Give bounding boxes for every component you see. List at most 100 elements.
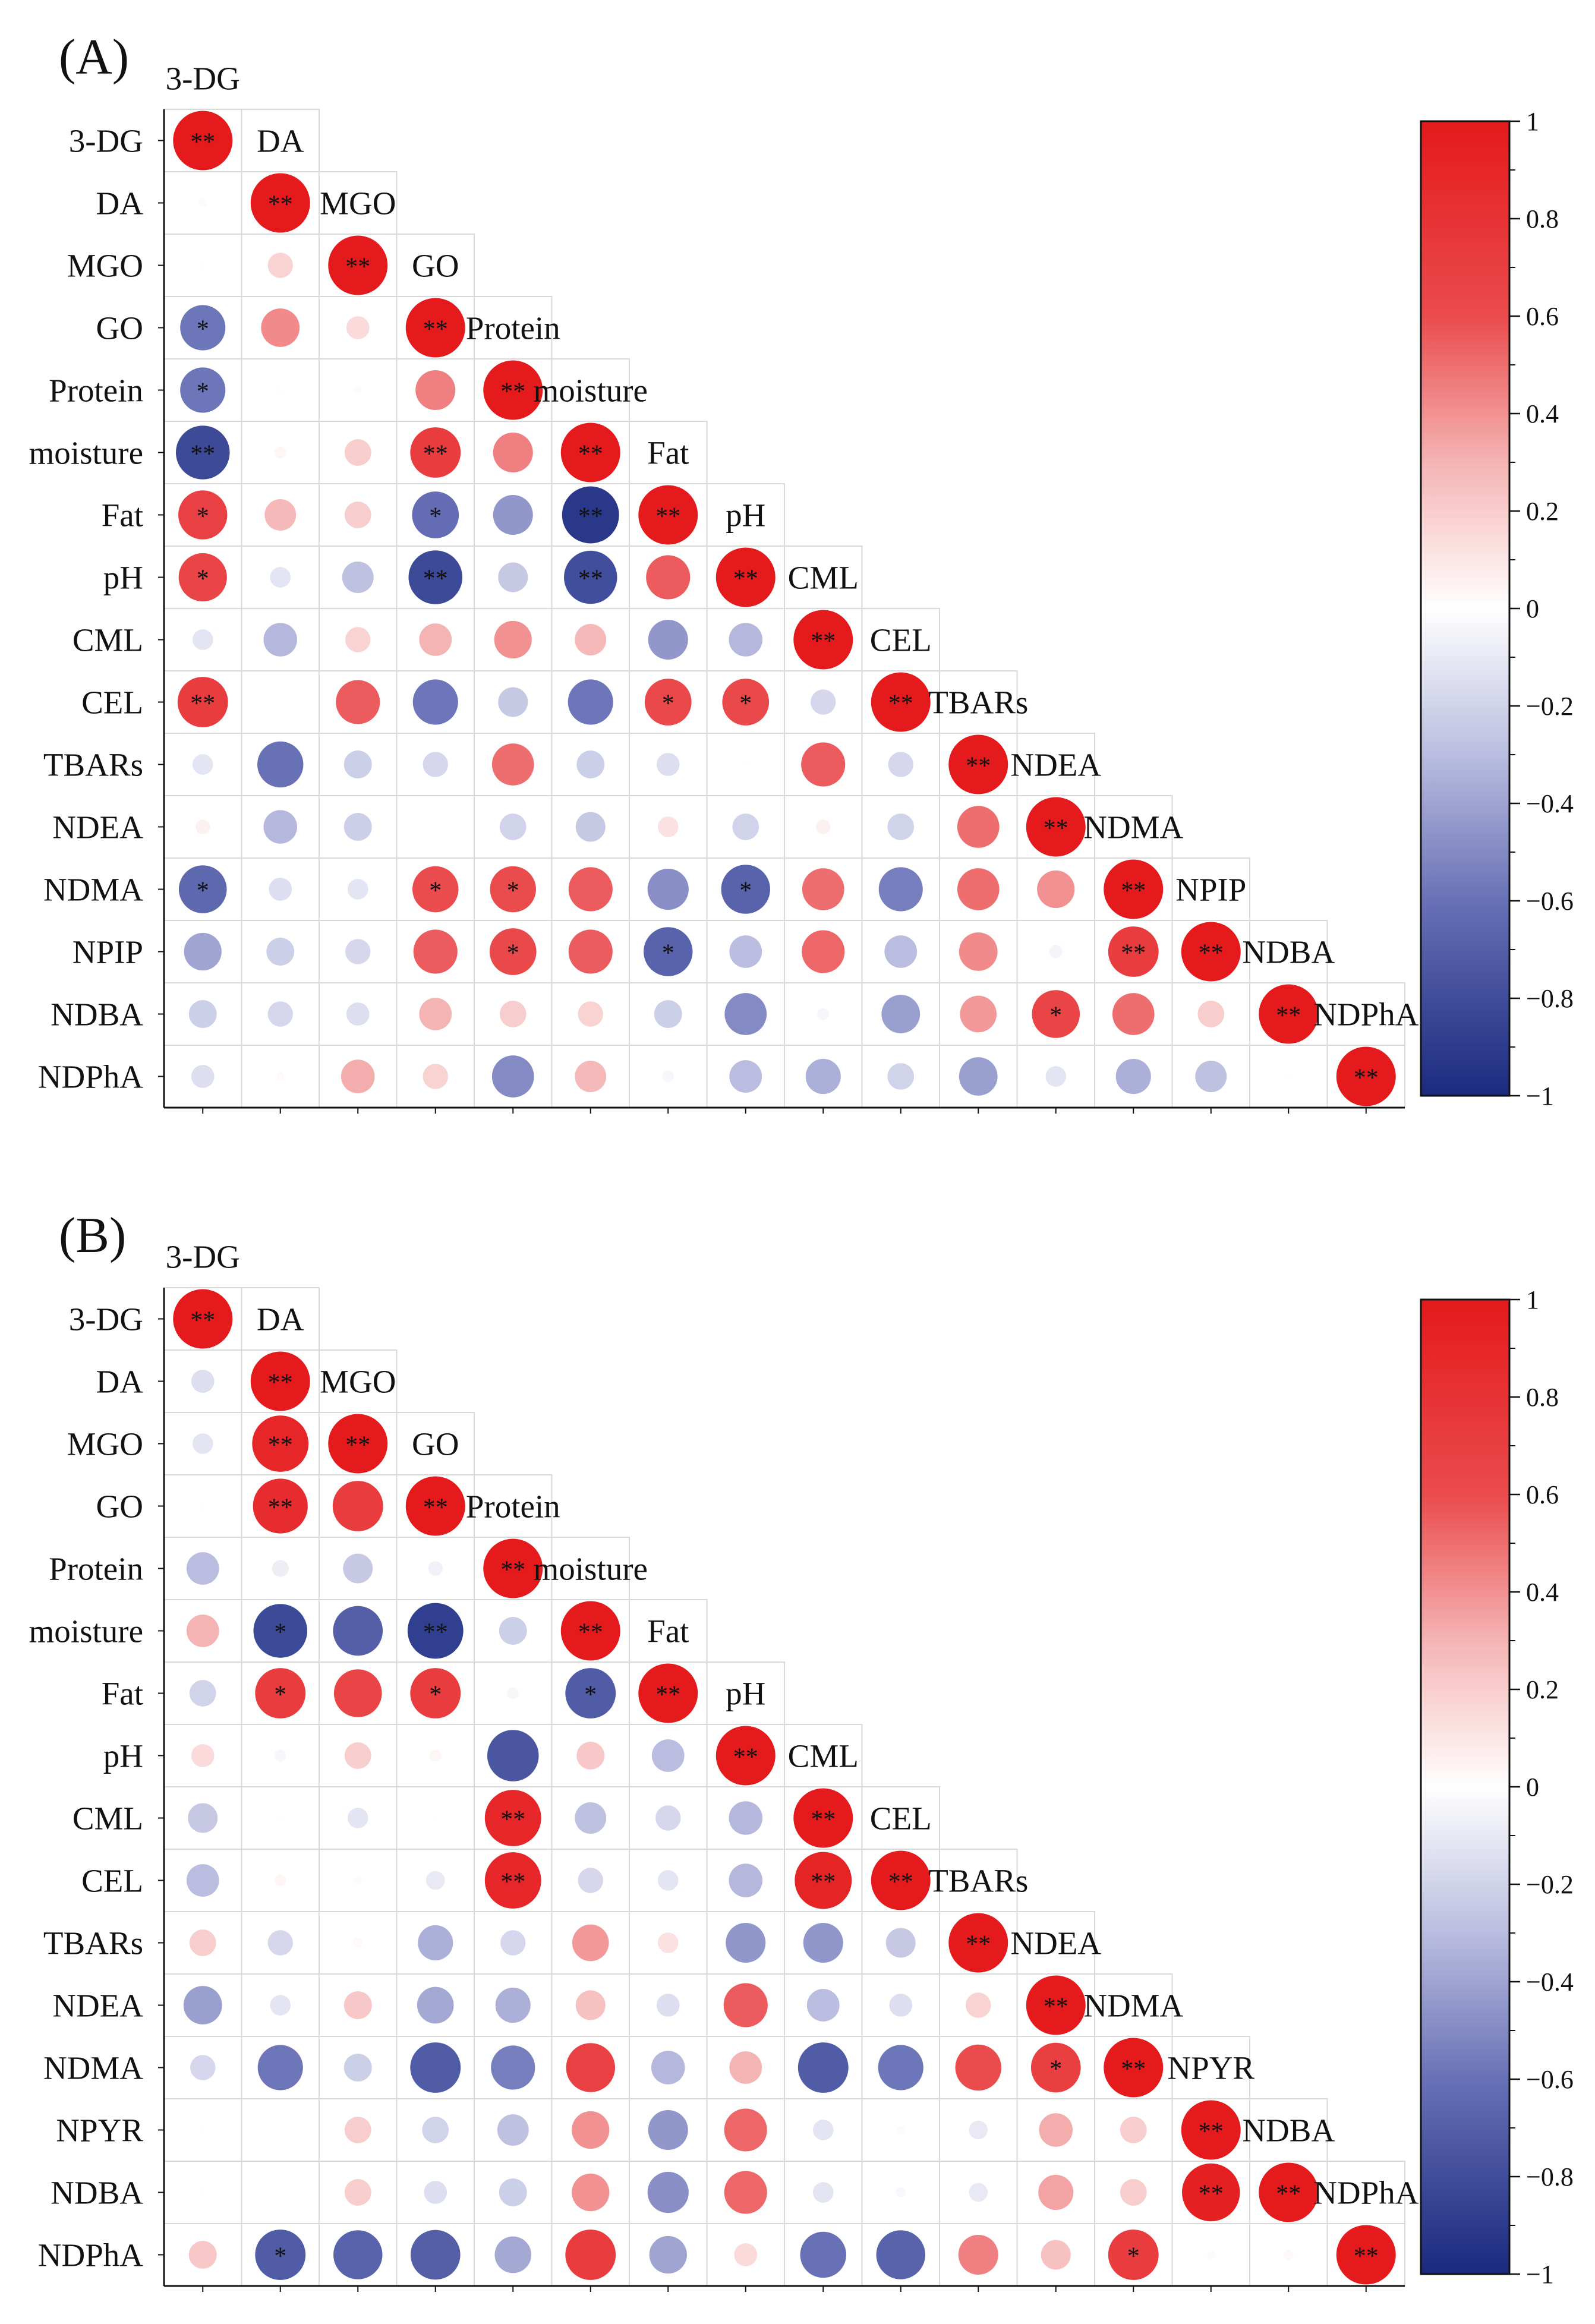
correlation-circle <box>412 491 459 538</box>
correlation-circle <box>644 927 693 976</box>
significance-label: * <box>429 878 442 905</box>
correlation-circle <box>1120 2117 1147 2143</box>
correlation-circle <box>1030 2042 1081 2093</box>
correlation-circle <box>252 1415 309 1472</box>
correlation-circle <box>729 1863 763 1897</box>
column-label: CML <box>788 560 859 596</box>
column-label: NPYR <box>1167 2050 1254 2086</box>
correlation-circle <box>565 2230 616 2280</box>
correlation-circle <box>418 1925 453 1961</box>
correlation-circle <box>888 752 913 777</box>
correlation-circle <box>191 1065 215 1088</box>
panel-label: (A) <box>59 29 129 85</box>
correlation-circle <box>483 1538 543 1598</box>
correlation-circle <box>1049 945 1063 958</box>
correlation-circle <box>654 1000 682 1028</box>
significance-label: ** <box>966 1931 991 1959</box>
correlation-circle <box>802 930 845 973</box>
significance-label: ** <box>190 1307 215 1335</box>
correlation-circle <box>333 2230 383 2279</box>
correlation-circle <box>1037 870 1075 909</box>
correlation-circle <box>410 1668 461 1718</box>
correlation-circle <box>742 761 749 768</box>
correlation-circle <box>657 1932 679 1953</box>
colorbar: 1 0.8 0.6 0.4 0.2 0 −0.2 −0.4 −0.6 −0.8 −1 <box>1420 1285 1574 2289</box>
correlation-circle <box>955 2044 1001 2091</box>
correlation-circle <box>560 1601 620 1661</box>
correlation-circle <box>178 865 227 913</box>
correlation-circle <box>189 1680 216 1707</box>
correlation-circle <box>344 2179 371 2206</box>
correlation-circle <box>1259 984 1319 1044</box>
row-label: DA <box>96 185 144 222</box>
correlation-circle <box>657 816 679 837</box>
correlation-circle <box>715 547 776 607</box>
correlation-circle <box>957 806 1000 848</box>
significance-label: * <box>197 503 209 531</box>
significance-label: ** <box>500 1557 525 1584</box>
correlation-circle <box>793 1788 853 1848</box>
correlation-circle <box>419 998 452 1030</box>
correlation-circle <box>277 387 283 393</box>
column-label: Fat <box>647 435 689 471</box>
significance-label: ** <box>578 566 603 593</box>
correlation-panel-a: (A)******* *** **** ** *** * ** *** ** ** ****** * *… <box>29 29 1574 1114</box>
correlation-circle <box>498 562 528 592</box>
correlation-circle <box>483 360 543 420</box>
correlation-circle <box>568 929 613 974</box>
correlation-circle <box>1104 2038 1164 2098</box>
grid-cell <box>396 795 475 859</box>
correlation-circle <box>495 1987 531 2023</box>
correlation-circle <box>881 995 921 1033</box>
significance-label: ** <box>268 1370 293 1397</box>
column-label: DA <box>257 123 304 159</box>
correlation-circle <box>407 1603 464 1659</box>
correlation-circle <box>651 1739 685 1772</box>
correlation-circle <box>257 2045 303 2090</box>
correlation-circle <box>343 751 372 778</box>
correlation-circle <box>343 813 372 841</box>
correlation-circle <box>1206 2250 1215 2259</box>
correlation-circle <box>422 2117 449 2143</box>
correlation-circle <box>958 2234 998 2275</box>
correlation-circle <box>878 2045 923 2090</box>
correlation-circle <box>729 935 762 968</box>
colorbar-tick-label: 0.6 <box>1526 302 1559 331</box>
correlation-circle <box>575 624 607 655</box>
correlation-circle <box>332 1481 383 1531</box>
correlation-circle <box>264 499 297 531</box>
significance-label: ** <box>345 254 370 281</box>
correlation-circle <box>173 111 233 171</box>
row-label: GO <box>96 310 143 346</box>
correlation-circle <box>638 485 698 545</box>
correlation-circle <box>487 1730 539 1781</box>
significance-label: ** <box>268 1494 293 1522</box>
correlation-circle <box>200 1503 206 1509</box>
correlation-circle <box>328 235 388 295</box>
grid-cell <box>629 608 708 671</box>
column-label: NDPhA <box>1313 997 1419 1033</box>
correlation-circle <box>1039 2113 1073 2147</box>
correlation-circle <box>267 253 293 278</box>
correlation-circle <box>191 1744 215 1767</box>
correlation-circle <box>261 308 300 347</box>
correlation-marks: ****************************************… <box>173 111 1396 1106</box>
correlation-circle <box>266 938 295 966</box>
correlation-circle <box>806 1989 840 2022</box>
grid-cell <box>241 2098 320 2162</box>
correlation-circle <box>662 1070 674 1083</box>
row-label: pH <box>103 1738 143 1774</box>
correlation-circle <box>1045 1066 1067 1087</box>
correlation-circle <box>793 610 853 670</box>
column-label: pH <box>726 1676 765 1712</box>
correlation-circle <box>1259 2162 1319 2222</box>
row-label: moisture <box>29 435 143 471</box>
significance-label: * <box>662 940 674 967</box>
significance-label: * <box>274 1682 286 1709</box>
colorbar-bar <box>1420 1298 1511 2275</box>
colorbar-tick-label: −1 <box>1526 2260 1554 2289</box>
significance-label: * <box>197 566 209 593</box>
column-label: GO <box>412 1426 459 1462</box>
row-label: MGO <box>67 1426 143 1462</box>
colorbar-tick-label: 0 <box>1526 594 1539 623</box>
